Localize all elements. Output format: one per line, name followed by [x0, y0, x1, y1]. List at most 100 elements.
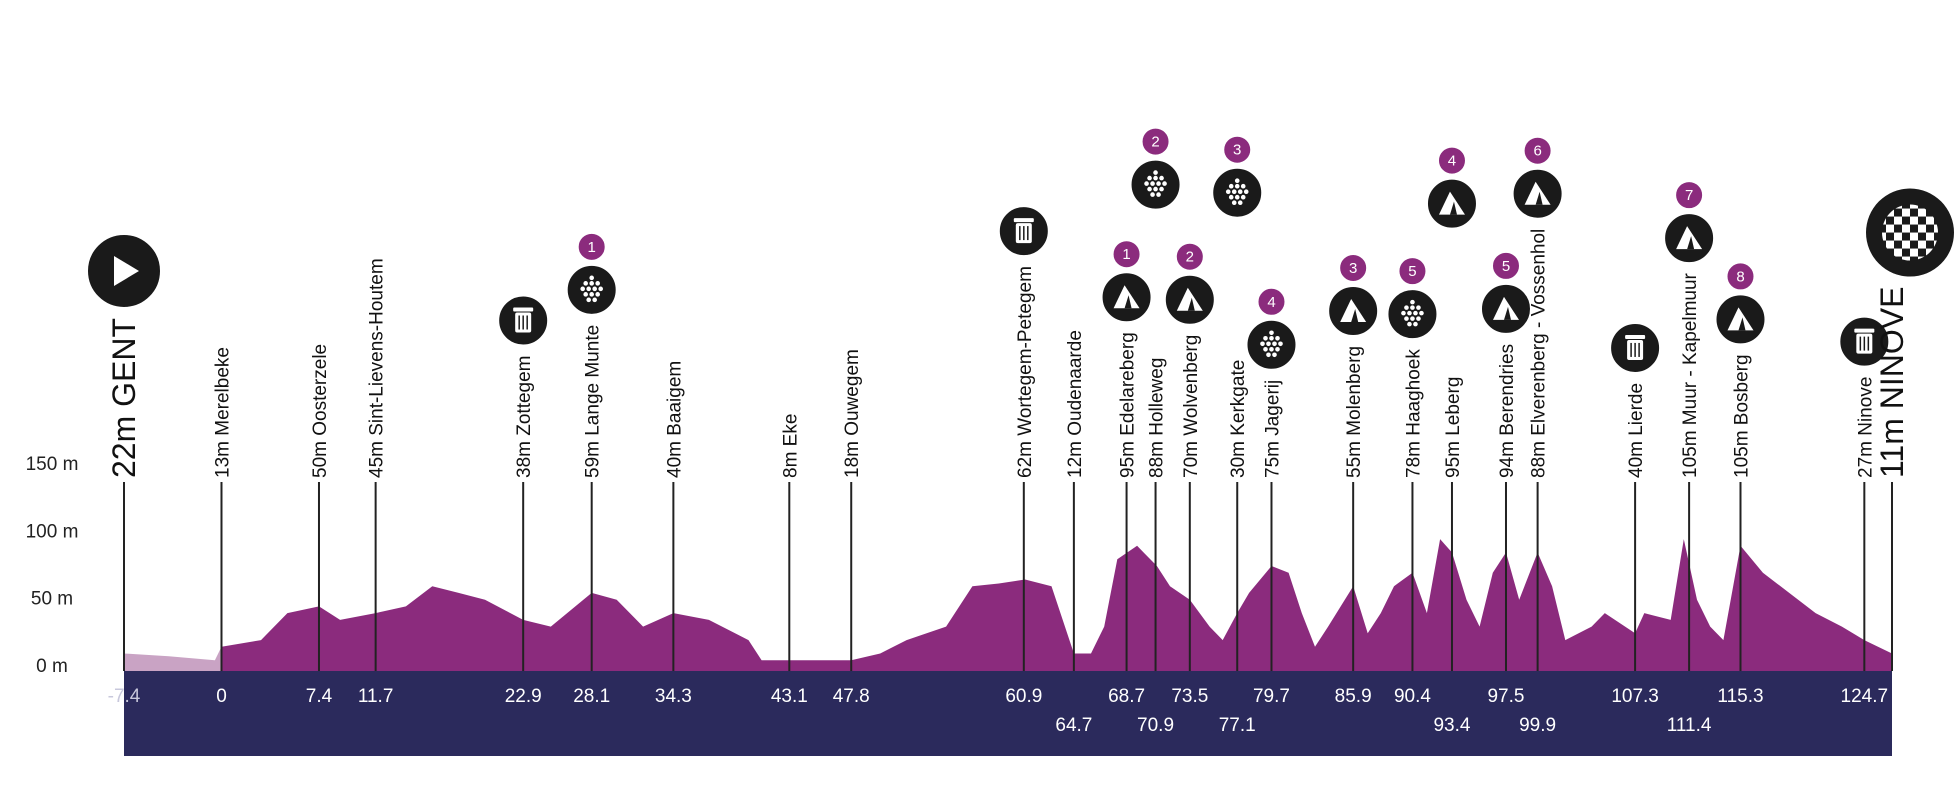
badge: [1522, 135, 1553, 166]
waypoint: 75m Jagerij 79.7 4: [1245, 286, 1298, 707]
badge: [1338, 252, 1369, 283]
cobble-dot: [1404, 316, 1409, 321]
cobble-dot: [1237, 200, 1243, 206]
finish-check: [1910, 216, 1918, 225]
waypoint-label: 59m Lange Munte: [583, 325, 604, 478]
badge-number: 4: [1267, 294, 1275, 311]
waypoint-label: 70m Wolvenberg: [1181, 335, 1202, 478]
finish-check: [1894, 216, 1902, 225]
start-glyph: [114, 255, 139, 286]
finish-check: [1926, 232, 1934, 241]
finish-check: [1918, 240, 1926, 249]
y-tick-label: 50 m: [31, 589, 73, 610]
finish-check: [1886, 224, 1894, 233]
cobble-dot: [592, 286, 597, 292]
cobble-dot: [1147, 175, 1152, 181]
waypoint-label: 62m Wortegem-Petegem: [1015, 266, 1036, 478]
km-label: 60.9: [1005, 686, 1042, 707]
finish-check: [1886, 240, 1894, 249]
cobble-dot: [1410, 316, 1415, 321]
waypoint-label: 22m GENT: [106, 318, 142, 478]
waypoint-label: 30m Kerkgate: [1228, 360, 1249, 478]
cobble-dot: [1272, 352, 1277, 358]
km-label: 97.5: [1487, 686, 1524, 707]
km-label: 22.9: [505, 686, 542, 707]
cobble-dot: [1237, 189, 1243, 195]
finish-check: [1910, 204, 1918, 209]
cobble-dot: [1144, 181, 1149, 186]
finish-check: [1894, 232, 1902, 241]
badge: [1397, 256, 1428, 287]
badge-number: 5: [1502, 258, 1510, 275]
cobble-dot: [586, 286, 591, 292]
cobble-dot: [589, 281, 594, 286]
cobble-dot: [1162, 181, 1167, 186]
climb-glyph: [1727, 307, 1754, 331]
cobble-dot: [1234, 178, 1240, 184]
km-label: 34.3: [655, 686, 692, 707]
y-tick-label: 0 m: [36, 656, 68, 677]
badge-number: 2: [1186, 249, 1194, 266]
km-label: 111.4: [1667, 715, 1712, 736]
waypoint-label: 55m Molenberg: [1344, 346, 1365, 478]
km-label: 79.7: [1253, 686, 1290, 707]
waypoint-label: 75m Jagerij: [1262, 380, 1283, 478]
badge: [1490, 250, 1521, 281]
icon-bg: [1129, 158, 1182, 211]
cobble-dot: [589, 292, 594, 297]
km-label: 90.4: [1394, 686, 1431, 707]
badge: [1725, 261, 1756, 292]
waypoint: 105m Muur - Kapelmuur 111.4 7: [1663, 180, 1716, 736]
waypoint: 38m Zottegem 22.9: [497, 294, 550, 707]
cobble-dot: [1413, 321, 1418, 327]
waypoint: 40m Baaigem 34.3: [655, 361, 692, 707]
km-label: 7.4: [306, 686, 333, 707]
km-label: 47.8: [833, 686, 870, 707]
cobble-dot: [589, 275, 594, 281]
cobble-dot: [1153, 170, 1158, 175]
waypoint-label: 95m Leberg: [1443, 377, 1464, 478]
waypoint: 22m GENT -7.4: [86, 232, 162, 707]
waypoint-label: 105m Muur - Kapelmuur: [1680, 272, 1701, 478]
climb-glyph: [1176, 287, 1203, 311]
waypoint: 27m Ninove 124.7: [1838, 315, 1891, 707]
waypoint: 8m Eke 43.1: [771, 414, 808, 707]
cobble-dot: [1234, 183, 1240, 189]
finish-check: [1894, 248, 1902, 257]
badge-number: 5: [1408, 263, 1416, 280]
waypoint-label: 11m NINOVE: [1874, 287, 1910, 478]
badge-number: 6: [1533, 143, 1541, 160]
finish-check: [1882, 232, 1886, 241]
waypoint: 30m Kerkgate 77.1 3: [1211, 134, 1264, 736]
waypoint-label: 88m Holleweg: [1147, 358, 1168, 478]
cobble-dot: [1266, 341, 1271, 347]
waypoint: 50m Oosterzele 7.4: [306, 344, 333, 707]
cobble-dot: [1410, 299, 1415, 305]
waypoint: 45m Sint-Lievens-Houtem 11.7: [358, 258, 394, 707]
badge-number: 8: [1736, 268, 1744, 285]
cobble-dot: [583, 281, 588, 286]
finish-check: [1902, 256, 1910, 261]
cobble-dot: [1407, 321, 1412, 327]
cobble-dot: [1231, 200, 1237, 206]
km-label: 115.3: [1717, 686, 1763, 707]
waypoint: 78m Haaghoek 90.4 5: [1386, 256, 1439, 707]
waypoint: 55m Molenberg 85.9 3: [1327, 252, 1380, 707]
cobble-dot: [1228, 183, 1234, 189]
cobble-dot: [1272, 341, 1277, 347]
waypoint: 95m Leberg 93.4 4: [1425, 145, 1478, 736]
waypoint-label: 18m Ouwegem: [842, 349, 863, 478]
badge: [1140, 126, 1171, 157]
waypoint-label: 12m Oudenaarde: [1065, 330, 1086, 478]
icon-bg: [1211, 166, 1264, 219]
badge-number: 3: [1349, 260, 1357, 277]
cobble-dot: [1150, 181, 1155, 186]
feed-lid: [1625, 334, 1646, 339]
waypoint: 13m Merelbeke 0: [212, 347, 233, 707]
finish-check: [1910, 248, 1918, 257]
cobble-dot: [583, 292, 588, 297]
waypoint-label: 88m Elverenberg - Vossenhol: [1529, 229, 1550, 478]
cobble-dot: [1269, 335, 1274, 341]
climb-glyph: [1438, 191, 1465, 215]
badge-number: 1: [588, 239, 596, 256]
